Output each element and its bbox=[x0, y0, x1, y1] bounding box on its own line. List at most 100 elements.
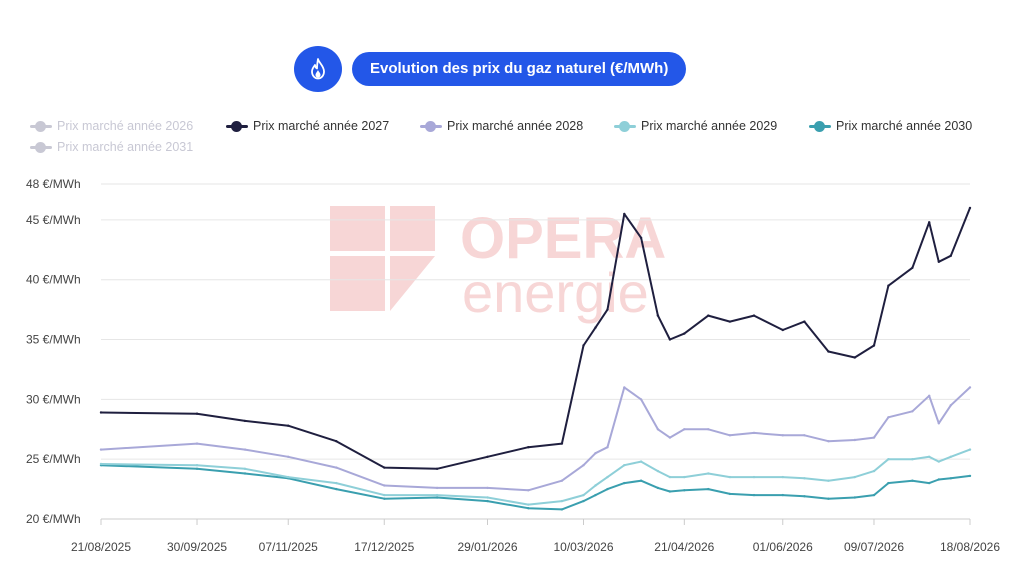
data-point bbox=[911, 479, 914, 482]
data-point bbox=[803, 495, 806, 498]
flame-icon bbox=[311, 58, 325, 80]
legend-marker bbox=[226, 121, 248, 132]
legend-label: Prix marché année 2028 bbox=[447, 119, 584, 133]
data-point bbox=[928, 481, 931, 485]
data-point bbox=[560, 442, 564, 445]
data-point bbox=[335, 440, 338, 443]
data-point bbox=[435, 493, 439, 497]
data-point bbox=[623, 481, 626, 485]
data-point bbox=[803, 320, 806, 323]
data-point bbox=[383, 497, 386, 500]
data-point bbox=[968, 448, 972, 451]
data-point bbox=[335, 487, 338, 491]
data-point bbox=[728, 320, 732, 323]
watermark-text-line1: OPERA bbox=[460, 206, 666, 271]
data-point bbox=[752, 475, 756, 479]
legend-label: Prix marché année 2026 bbox=[57, 119, 194, 133]
data-point bbox=[752, 431, 756, 435]
data-point bbox=[949, 477, 952, 480]
data-point bbox=[639, 460, 643, 463]
data-point bbox=[707, 314, 710, 317]
data-point bbox=[383, 493, 386, 497]
data-point bbox=[853, 496, 856, 499]
data-point bbox=[949, 404, 952, 407]
data-point bbox=[937, 478, 940, 481]
data-point bbox=[911, 458, 914, 461]
data-point bbox=[872, 469, 876, 473]
data-point bbox=[707, 487, 710, 491]
legend-dot bbox=[619, 121, 630, 132]
x-tick-label: 18/08/2026 bbox=[940, 540, 1000, 554]
data-point bbox=[243, 467, 247, 470]
legend-marker bbox=[809, 121, 831, 132]
series-line-2030 bbox=[100, 464, 971, 511]
x-tick-label: 21/08/2025 bbox=[71, 540, 131, 554]
data-point bbox=[99, 411, 103, 414]
x-tick-label: 17/12/2025 bbox=[354, 540, 414, 554]
data-point bbox=[582, 493, 585, 497]
data-point bbox=[827, 350, 830, 353]
data-point bbox=[623, 212, 626, 216]
data-point bbox=[887, 458, 890, 461]
legend-label: Prix marché année 2031 bbox=[57, 140, 194, 154]
data-point bbox=[606, 446, 609, 449]
data-point bbox=[486, 496, 489, 499]
data-point bbox=[656, 314, 660, 317]
legend-dot bbox=[231, 121, 242, 132]
data-point bbox=[527, 503, 530, 506]
data-point bbox=[937, 460, 940, 463]
watermark-logo-quarter bbox=[330, 256, 385, 311]
data-point bbox=[594, 326, 597, 329]
y-tick-label: 25 €/MWh bbox=[26, 452, 81, 466]
data-point bbox=[683, 489, 686, 492]
x-tick-label: 29/01/2026 bbox=[457, 540, 517, 554]
y-tick-label: 48 €/MWh bbox=[26, 177, 81, 191]
data-point bbox=[287, 424, 290, 427]
data-point bbox=[195, 467, 199, 470]
data-point bbox=[582, 464, 585, 467]
data-point bbox=[781, 475, 784, 479]
data-point bbox=[752, 314, 756, 317]
data-point bbox=[195, 464, 199, 467]
watermark-logo-quarter bbox=[390, 206, 435, 251]
legend-dot bbox=[425, 121, 436, 132]
data-point bbox=[949, 254, 952, 257]
data-point bbox=[668, 490, 672, 493]
series-line-2028 bbox=[100, 386, 971, 492]
legend-marker bbox=[30, 142, 52, 153]
data-point bbox=[853, 356, 856, 359]
y-tick-label: 45 €/MWh bbox=[26, 213, 81, 227]
data-point bbox=[195, 412, 199, 415]
data-point bbox=[853, 438, 856, 442]
data-point bbox=[435, 467, 439, 470]
data-point bbox=[560, 499, 564, 503]
data-point bbox=[683, 332, 686, 335]
series-line-2027 bbox=[100, 207, 971, 470]
data-point bbox=[486, 499, 489, 503]
data-point bbox=[827, 440, 830, 443]
data-point bbox=[656, 469, 660, 473]
data-point bbox=[707, 428, 710, 431]
data-point bbox=[949, 455, 952, 458]
data-point bbox=[486, 486, 489, 490]
legend-dot bbox=[35, 121, 46, 132]
data-point bbox=[656, 486, 660, 490]
data-point bbox=[803, 477, 806, 480]
data-point bbox=[527, 446, 530, 449]
data-point bbox=[287, 475, 290, 479]
x-tick-label: 09/07/2026 bbox=[844, 540, 904, 554]
flame-badge bbox=[294, 46, 342, 92]
data-point bbox=[911, 266, 914, 269]
data-point bbox=[623, 386, 626, 389]
watermark-logo-quarter bbox=[390, 256, 435, 311]
y-tick-label: 20 €/MWh bbox=[26, 512, 81, 526]
data-point bbox=[243, 419, 247, 423]
data-point bbox=[195, 442, 199, 445]
data-point bbox=[968, 474, 972, 478]
x-tick-label: 10/03/2026 bbox=[553, 540, 613, 554]
data-point bbox=[937, 260, 940, 263]
data-point bbox=[968, 206, 972, 210]
data-point bbox=[383, 484, 386, 487]
legend-marker bbox=[30, 121, 52, 132]
